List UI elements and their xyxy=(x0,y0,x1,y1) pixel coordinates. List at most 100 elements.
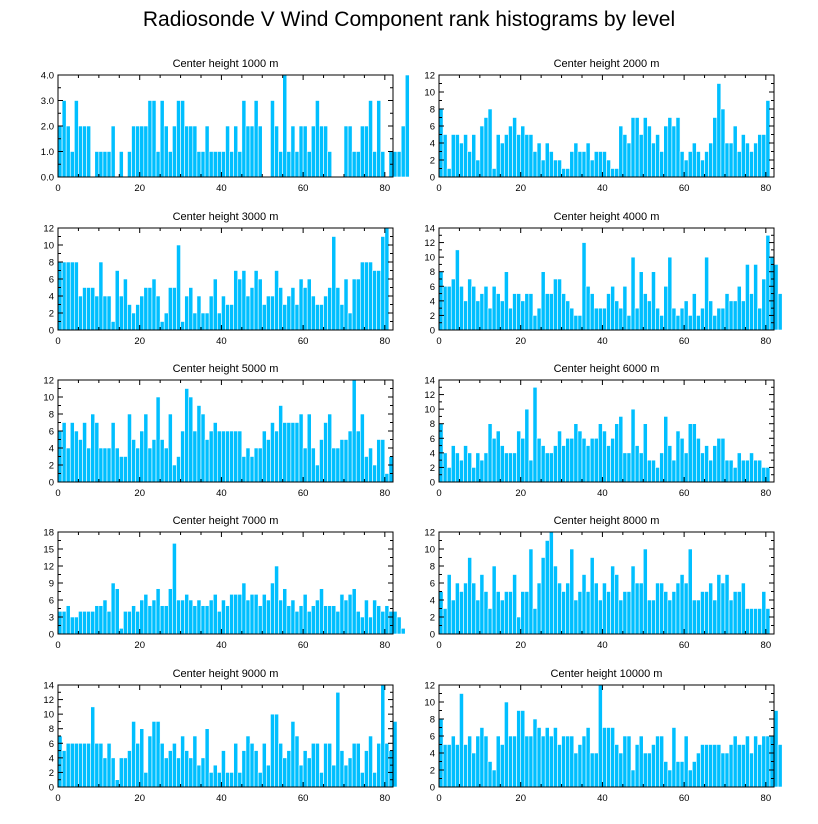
histogram-bar xyxy=(577,591,583,635)
histogram-bar xyxy=(589,557,595,635)
histogram-bar xyxy=(69,616,75,635)
histogram-bar xyxy=(339,439,345,483)
y-tick-label: 2.0 xyxy=(41,122,54,133)
histogram-bar xyxy=(516,134,522,178)
histogram-bar xyxy=(360,125,365,178)
histogram-bar xyxy=(351,151,357,178)
histogram-bar xyxy=(135,125,141,178)
histogram-bar xyxy=(508,307,513,331)
x-tick-label: 40 xyxy=(597,183,608,194)
histogram-bar xyxy=(278,287,283,331)
histogram-bar xyxy=(143,594,149,635)
histogram-bar xyxy=(602,151,607,178)
histogram-bar xyxy=(679,437,685,483)
histogram-bar xyxy=(614,574,620,635)
histogram-bar xyxy=(634,744,640,788)
histogram-bar xyxy=(642,752,648,788)
histogram-bar xyxy=(310,742,316,788)
histogram-bar xyxy=(339,750,345,788)
histogram-bar xyxy=(380,439,386,483)
histogram-bar xyxy=(659,735,664,788)
histogram-bar xyxy=(536,142,542,178)
histogram-bar xyxy=(364,599,369,635)
histogram-bar xyxy=(253,100,259,178)
histogram-bar xyxy=(696,315,701,331)
histogram-bar xyxy=(516,616,522,635)
histogram-bar xyxy=(278,742,283,788)
histogram-bar xyxy=(687,769,693,788)
histogram-bar xyxy=(102,447,108,483)
histogram-bar xyxy=(123,611,128,635)
histogram-bar xyxy=(208,295,214,331)
histogram-bar xyxy=(495,735,501,788)
histogram-bar xyxy=(102,295,108,331)
histogram-bar xyxy=(741,744,746,788)
histogram-bar xyxy=(347,312,353,331)
histogram-bar xyxy=(548,531,554,635)
histogram-bar xyxy=(618,752,624,788)
histogram-bar xyxy=(761,134,767,178)
x-tick-label: 60 xyxy=(679,640,690,651)
histogram-bar xyxy=(557,582,562,635)
y-tick-label: 9 xyxy=(49,579,54,590)
y-tick-label: 3 xyxy=(49,613,54,624)
histogram-bar xyxy=(310,125,316,178)
histogram-bar xyxy=(540,735,546,788)
histogram-bar xyxy=(442,608,448,635)
histogram-bar xyxy=(335,611,341,635)
histogram-bar xyxy=(302,594,308,635)
histogram-bar xyxy=(168,588,173,635)
histogram-bar xyxy=(90,706,96,788)
histogram-bar xyxy=(663,591,669,635)
y-tick-label: 12 xyxy=(424,71,435,82)
x-tick-label: 0 xyxy=(55,488,60,499)
histogram-bar xyxy=(459,459,464,483)
histogram-bar xyxy=(270,582,275,635)
y-tick-label: 12 xyxy=(43,562,54,573)
histogram-bar xyxy=(355,278,361,331)
x-tick-label: 40 xyxy=(216,793,227,804)
histogram-bar xyxy=(708,300,714,331)
histogram-bar xyxy=(257,125,263,178)
histogram-bar xyxy=(74,430,79,483)
histogram-bar xyxy=(306,278,312,331)
histogram-bar xyxy=(651,142,656,178)
histogram-bar xyxy=(217,611,222,635)
histogram-bar xyxy=(392,721,398,788)
histogram-bar xyxy=(679,307,685,331)
histogram-bar xyxy=(110,321,116,331)
histogram-bar xyxy=(204,125,210,178)
y-tick-label: 2 xyxy=(430,311,435,322)
histogram-bar xyxy=(696,599,701,635)
histogram-bar xyxy=(765,467,771,483)
histogram-bar xyxy=(221,599,226,635)
histogram-bar xyxy=(131,439,136,483)
histogram-bar xyxy=(237,772,243,788)
histogram-bar xyxy=(282,304,288,331)
histogram-bar xyxy=(74,100,79,178)
histogram-bar xyxy=(180,430,185,483)
x-tick-label: 60 xyxy=(298,336,309,347)
histogram-bar xyxy=(168,413,173,483)
histogram-bar xyxy=(69,261,75,331)
x-tick-label: 20 xyxy=(134,793,145,804)
histogram-bar xyxy=(659,452,664,483)
histogram-bar xyxy=(200,757,206,788)
histogram-bar xyxy=(155,721,161,788)
histogram-bar xyxy=(196,764,202,788)
y-tick-label: 0 xyxy=(430,478,435,489)
histogram-bar xyxy=(163,757,169,788)
histogram-bar xyxy=(455,582,460,635)
histogram-bar xyxy=(131,605,136,635)
histogram-bar xyxy=(622,452,628,483)
histogram-bar xyxy=(438,591,444,635)
histogram-bar xyxy=(233,742,239,788)
histogram-bar xyxy=(610,168,615,178)
histogram-bar xyxy=(102,151,108,178)
x-tick-label: 60 xyxy=(298,640,309,651)
x-tick-label: 0 xyxy=(55,336,60,347)
histogram-bar xyxy=(626,452,632,483)
histogram-bar xyxy=(724,293,730,331)
histogram-bar xyxy=(585,727,591,788)
histogram-bar xyxy=(716,574,722,635)
